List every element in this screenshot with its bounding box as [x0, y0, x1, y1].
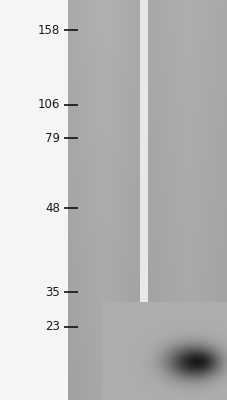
Text: 35: 35	[45, 286, 60, 298]
Text: 158: 158	[38, 24, 60, 36]
Text: 23: 23	[45, 320, 60, 334]
Text: 106: 106	[37, 98, 60, 112]
Text: 48: 48	[45, 202, 60, 214]
Text: 79: 79	[45, 132, 60, 144]
Bar	[139, 0, 147, 400]
